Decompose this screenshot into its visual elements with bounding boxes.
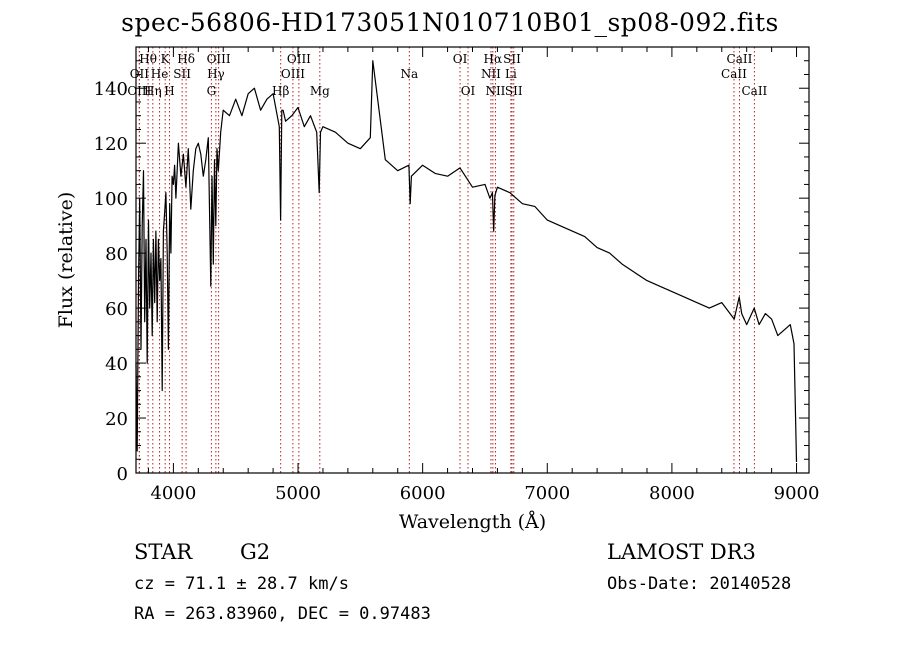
line-label-4: Hη	[144, 84, 162, 98]
line-label-18: OI	[461, 84, 476, 98]
coordinates-label: RA = 263.83960, DEC = 0.97483	[134, 604, 431, 624]
x-tick-label-6000: 6000	[400, 483, 446, 504]
obs-date-label: Obs-Date: 20140528	[607, 574, 792, 594]
y-tick-label-140: 140	[94, 79, 128, 100]
line-label-16: Na	[400, 67, 418, 81]
line-label-10: Hγ	[207, 67, 225, 81]
x-axis-label: Wavelength (Å)	[399, 511, 546, 533]
line-label-19: Hα	[484, 52, 503, 66]
line-label-5: K	[161, 52, 171, 66]
line-label-13: OIII	[281, 67, 305, 81]
spectrum-series-line	[135, 60, 798, 463]
line-label-8: Hδ	[177, 52, 195, 66]
line-label-26: CaII	[721, 67, 747, 81]
line-label-2: OIII	[127, 84, 151, 98]
line-label-11: G	[207, 84, 217, 98]
y-axis-ticks: 0 20 40 60 80 100 120 140	[94, 60, 809, 485]
x-axis-ticks: 4000 5000 6000 7000 8000 9000	[147, 47, 820, 504]
line-label-0: Hθ	[139, 52, 157, 66]
x-tick-label-9000: 9000	[774, 483, 820, 504]
line-label-20: NII	[481, 67, 501, 81]
y-tick-label-40: 40	[105, 354, 128, 375]
survey-label: LAMOST DR3	[607, 540, 756, 564]
x-tick-label-8000: 8000	[649, 483, 695, 504]
x-tick-label-5000: 5000	[275, 483, 321, 504]
y-axis-label: Flux (relative)	[55, 192, 77, 329]
y-tick-label-120: 120	[94, 134, 128, 155]
spectral-class-label: G2	[240, 540, 271, 564]
line-label-9: OIII	[207, 52, 231, 66]
line-label-6: H	[164, 84, 174, 98]
redshift-label: cz = 71.1 ± 28.7 km/s	[134, 574, 349, 594]
line-label-23: Li	[505, 67, 517, 81]
line-label-25: CaII	[727, 52, 753, 66]
y-tick-label-100: 100	[94, 189, 128, 210]
y-tick-label-0: 0	[117, 464, 128, 485]
x-tick-label-4000: 4000	[150, 483, 196, 504]
plot-frame	[135, 46, 810, 474]
line-label-15: Mg	[310, 84, 330, 98]
line-label-12: OIII	[287, 52, 311, 66]
line-label-21: NII	[485, 84, 505, 98]
line-label-17: OI	[453, 52, 468, 66]
line-label-7: SII	[173, 67, 191, 81]
line-label-3: He	[151, 67, 169, 81]
line-label-14: Hβ	[272, 84, 289, 98]
y-tick-label-60: 60	[105, 299, 128, 320]
object-type-label: STAR	[134, 540, 193, 564]
y-tick-label-20: 20	[105, 409, 128, 430]
y-tick-label-80: 80	[105, 244, 128, 265]
x-tick-label-7000: 7000	[524, 483, 570, 504]
chart-title: spec-56806-HD173051N010710B01_sp08-092.f…	[121, 8, 779, 37]
line-label-24: SII	[505, 84, 523, 98]
line-label-27: CaII	[741, 84, 767, 98]
line-label-22: SII	[503, 52, 521, 66]
